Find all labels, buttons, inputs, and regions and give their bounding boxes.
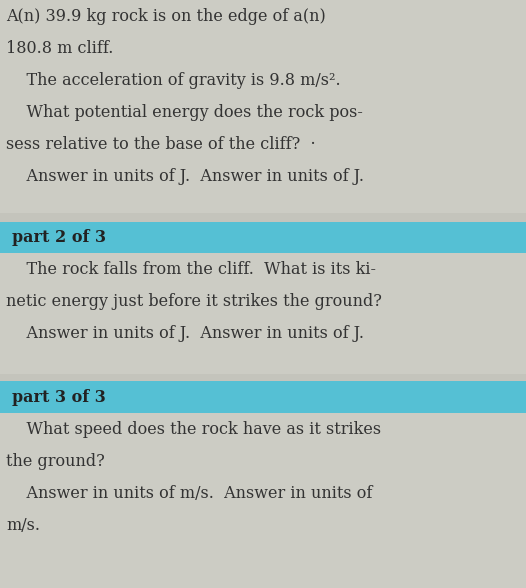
Bar bbox=[0, 374, 526, 381]
Text: part 3 of 3: part 3 of 3 bbox=[12, 389, 106, 406]
Bar bbox=[0, 381, 526, 413]
Text: Answer in units of J.  Answer in units of J.: Answer in units of J. Answer in units of… bbox=[6, 168, 364, 185]
Text: 180.8 m cliff.: 180.8 m cliff. bbox=[6, 40, 114, 57]
Text: The acceleration of gravity is 9.8 m/s².: The acceleration of gravity is 9.8 m/s². bbox=[6, 72, 341, 89]
Text: Answer in units of m/s.  Answer in units of: Answer in units of m/s. Answer in units … bbox=[6, 485, 372, 502]
Bar bbox=[0, 0, 526, 213]
Text: the ground?: the ground? bbox=[6, 453, 105, 470]
Bar bbox=[0, 413, 526, 588]
Text: sess relative to the base of the cliff?  ·: sess relative to the base of the cliff? … bbox=[6, 136, 316, 153]
Text: A(n) 39.9 kg rock is on the edge of a(n): A(n) 39.9 kg rock is on the edge of a(n) bbox=[6, 8, 326, 25]
Text: netic energy just before it strikes the ground?: netic energy just before it strikes the … bbox=[6, 293, 382, 310]
Bar bbox=[0, 222, 526, 253]
Text: The rock falls from the cliff.  What is its ki-: The rock falls from the cliff. What is i… bbox=[6, 261, 376, 278]
Text: m/s.: m/s. bbox=[6, 517, 40, 534]
Bar bbox=[0, 253, 526, 374]
Text: What potential energy does the rock pos-: What potential energy does the rock pos- bbox=[6, 104, 363, 121]
Text: part 2 of 3: part 2 of 3 bbox=[12, 229, 106, 246]
Text: Answer in units of J.  Answer in units of J.: Answer in units of J. Answer in units of… bbox=[6, 325, 364, 342]
Bar bbox=[0, 213, 526, 222]
Text: What speed does the rock have as it strikes: What speed does the rock have as it stri… bbox=[6, 421, 381, 438]
